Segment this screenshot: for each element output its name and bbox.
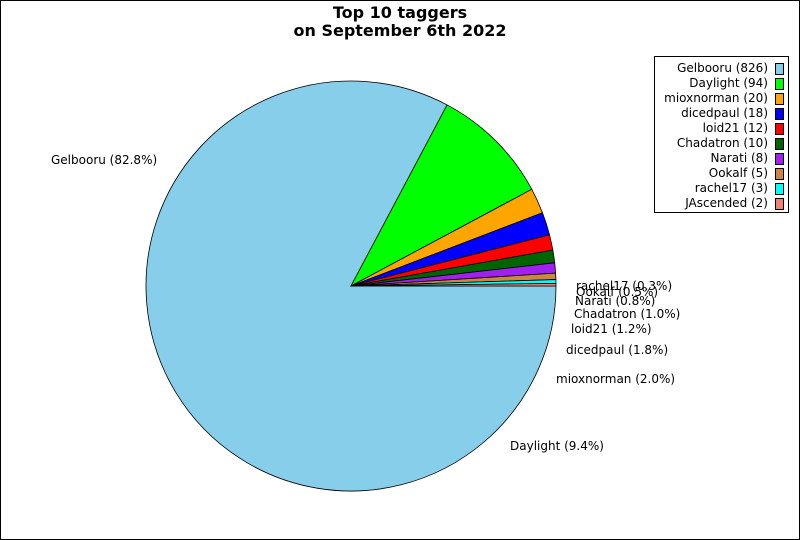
slice-label-dicedpaul: dicedpaul (1.8%): [566, 343, 668, 357]
legend-item-rachel17: rachel17 (3): [655, 181, 788, 196]
legend-item-chadatron: Chadatron (10): [655, 136, 788, 151]
chart-title-line1: Top 10 taggers: [332, 3, 468, 22]
legend-swatch: [775, 138, 784, 150]
legend-swatch: [775, 78, 784, 90]
legend-swatch: [775, 108, 784, 120]
chart-title-line2: on September 6th 2022: [293, 21, 507, 40]
legend-label: Narati (8): [710, 151, 768, 165]
slice-label-gelbooru: Gelbooru (82.8%): [51, 153, 157, 167]
legend-item-loid21: loid21 (12): [655, 121, 788, 136]
legend-label: dicedpaul (18): [681, 106, 768, 120]
legend-item-gelbooru: Gelbooru (826): [655, 61, 788, 76]
legend-item-dicedpaul: dicedpaul (18): [655, 106, 788, 121]
slice-label-narati: Narati (0.8%): [575, 294, 655, 308]
legend-label: loid21 (12): [702, 121, 768, 135]
slice-label-loid21: loid21 (1.2%): [571, 322, 652, 336]
pie-slice-jascended: [350, 283, 557, 287]
chart-legend: Gelbooru (826) Daylight (94) mioxnorman (2…: [654, 56, 789, 213]
legend-item-daylight: Daylight (94): [655, 76, 788, 91]
legend-label: Gelbooru (826): [677, 61, 768, 75]
slice-label-rachel17: rachel17 (0.3%): [576, 279, 672, 293]
pie-slice-daylight: [350, 104, 533, 287]
slice-label-chadatron: Chadatron (1.0%): [574, 307, 680, 321]
legend-swatch: [775, 198, 784, 210]
legend-swatch: [775, 183, 784, 195]
legend-swatch: [775, 63, 784, 75]
slice-label-daylight: Daylight (9.4%): [510, 439, 604, 453]
legend-swatch: [775, 153, 784, 165]
slice-label-ookalf: Ookalf (0.5%): [576, 285, 658, 299]
legend-item-narati: Narati (8): [655, 151, 788, 166]
legend-item-ookalf: Ookalf (5): [655, 166, 788, 181]
legend-label: JAscended (2): [685, 196, 768, 210]
legend-label: Ookalf (5): [708, 166, 768, 180]
legend-label: rachel17 (3): [694, 181, 768, 195]
legend-label: Daylight (94): [689, 76, 768, 90]
legend-swatch: [775, 93, 784, 105]
legend-label: mioxnorman (20): [664, 91, 768, 105]
slice-label-mioxnorman: mioxnorman (2.0%): [556, 372, 675, 386]
chart-title: Top 10 taggers on September 6th 2022: [1, 4, 799, 40]
legend-item-mioxnorman: mioxnorman (20): [655, 91, 788, 106]
legend-swatch: [775, 168, 784, 180]
legend-item-jascended: JAscended (2): [655, 196, 788, 211]
legend-swatch: [775, 123, 784, 135]
legend-label: Chadatron (10): [676, 136, 768, 150]
